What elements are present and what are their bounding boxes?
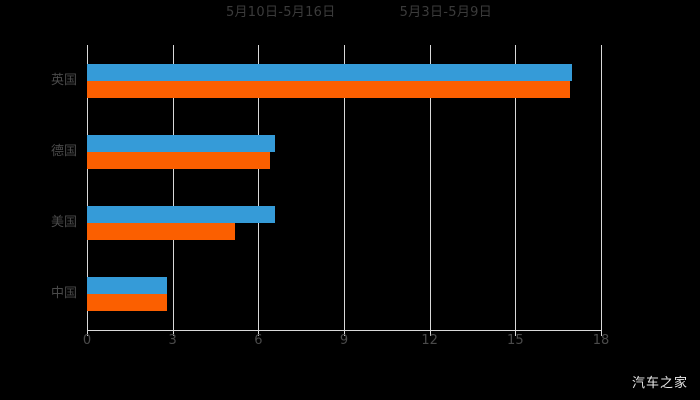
legend-marker-square-icon — [382, 7, 393, 18]
bar[interactable] — [87, 80, 570, 98]
plot-area — [87, 45, 602, 336]
legend-label-series-1: 5月10日-5月16日 — [225, 5, 336, 20]
x-axis-tick-label: 12 — [421, 333, 438, 348]
bar[interactable] — [87, 223, 236, 241]
bar[interactable] — [87, 277, 167, 295]
x-axis-tick-label: 18 — [592, 333, 610, 348]
x-axis-tick-label: 9 — [339, 333, 349, 348]
x-axis-tick-label: 0 — [82, 333, 92, 348]
x-axis-tick — [87, 331, 88, 336]
legend-item-series-2[interactable]: 5月3日-5月9日 — [382, 6, 492, 19]
watermark: 汽车之家 — [631, 376, 688, 391]
bar[interactable] — [87, 63, 573, 81]
x-axis-tick — [515, 331, 517, 336]
chart-legend: 5月10日-5月16日 5月3日-5月9日 — [0, 6, 700, 19]
gridline — [172, 45, 174, 330]
gridline — [515, 45, 517, 330]
legend-label-series-2: 5月3日-5月9日 — [399, 5, 493, 20]
x-axis-tick-label: 3 — [168, 333, 177, 348]
bar[interactable] — [87, 206, 276, 224]
bar[interactable] — [87, 294, 167, 312]
bar[interactable] — [87, 151, 270, 169]
gridline — [601, 45, 602, 330]
gridline — [429, 45, 431, 330]
x-axis-tick-label: 15 — [507, 333, 524, 348]
y-axis-category-label: 美国 — [50, 215, 77, 231]
gridline — [87, 45, 88, 330]
x-axis-tick-label: 6 — [254, 333, 263, 348]
y-axis-category-label: 英国 — [50, 72, 77, 88]
x-axis-tick — [258, 331, 260, 336]
gridline — [258, 45, 260, 330]
x-axis-tick — [172, 331, 174, 336]
bar[interactable] — [87, 134, 276, 152]
legend-item-series-1[interactable]: 5月10日-5月16日 — [208, 6, 336, 19]
y-axis-category-label: 德国 — [50, 143, 77, 159]
x-axis-line — [87, 330, 602, 331]
legend-marker-circle-icon — [208, 7, 219, 18]
y-axis-category-label: 中国 — [50, 286, 77, 302]
x-axis-tick — [429, 331, 431, 336]
x-axis-tick — [344, 331, 345, 336]
x-axis-tick — [601, 331, 602, 336]
gridline — [344, 45, 345, 330]
